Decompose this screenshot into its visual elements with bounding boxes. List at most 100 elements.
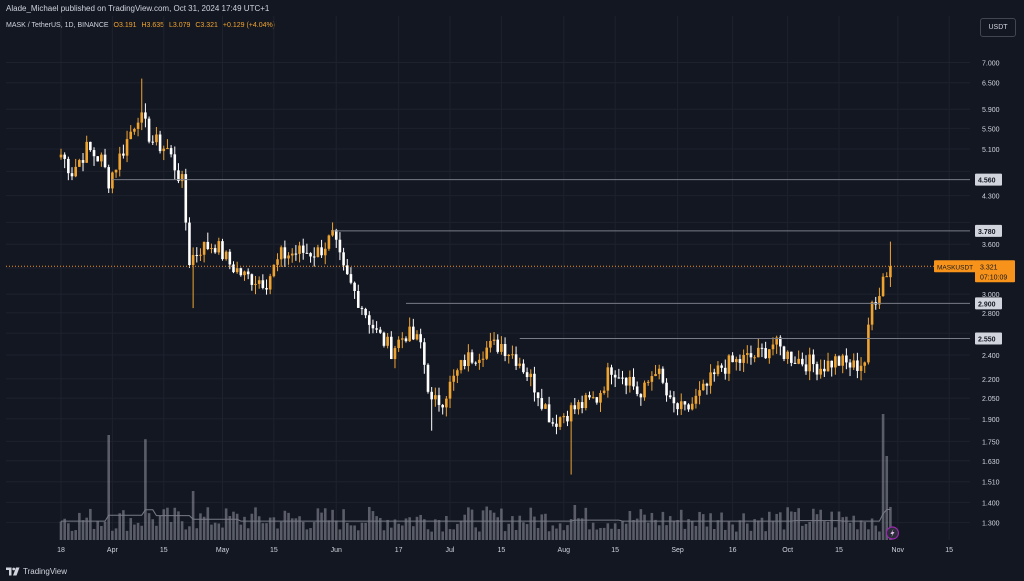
volume-bar — [184, 529, 188, 540]
volume-bar — [474, 527, 478, 540]
volume-bar — [573, 505, 577, 540]
volume-bar — [712, 528, 716, 540]
candle-body — [720, 365, 723, 368]
candle-body — [316, 247, 320, 258]
volume-bar — [716, 520, 720, 540]
volume-bar — [301, 521, 305, 540]
candle-body — [533, 373, 536, 393]
volume-bar — [757, 520, 760, 540]
volume-bar — [180, 521, 184, 540]
candle-body — [430, 391, 433, 400]
volume-bar — [790, 511, 793, 540]
candle-body — [235, 268, 239, 273]
candle-body — [180, 174, 184, 182]
legend-open: O3.191 — [113, 22, 137, 29]
volume-bar — [393, 519, 397, 540]
candle-body — [797, 358, 800, 364]
tradingview-brand[interactable]: TradingView — [6, 567, 67, 576]
volume-bar — [202, 516, 206, 540]
volume-bar — [463, 514, 466, 540]
candle-body — [808, 354, 811, 372]
volume-bar — [624, 523, 628, 540]
candle-body — [569, 405, 573, 422]
currency-button[interactable]: USDT — [980, 18, 1016, 37]
volume-bar — [382, 530, 386, 540]
volume-bar — [812, 508, 815, 540]
volume-bar — [723, 529, 727, 540]
current-price-label: 3.321 — [980, 264, 998, 271]
candle-body — [140, 112, 144, 123]
candle-body — [654, 374, 657, 377]
x-tick-label: Nov — [892, 547, 905, 554]
candle-body — [738, 359, 742, 363]
volume-bar — [415, 516, 419, 540]
candle-body — [378, 329, 382, 333]
candle-body — [683, 401, 687, 405]
volume-bar — [323, 508, 327, 540]
volume-bar — [412, 526, 415, 540]
candle-body — [301, 245, 305, 253]
candle-body — [474, 362, 478, 364]
volume-bar — [613, 523, 617, 540]
y-tick-label: 3.000 — [982, 292, 1000, 299]
brand-label: TradingView — [23, 567, 68, 576]
candle-body — [246, 271, 250, 275]
volume-bar — [588, 529, 591, 540]
candle-body — [624, 377, 628, 386]
candle-body — [206, 241, 210, 249]
candle-body — [349, 274, 353, 283]
volume-bar — [764, 531, 767, 540]
volume-bar — [59, 521, 63, 540]
candle-body — [188, 222, 191, 266]
volume-bar — [92, 528, 96, 540]
level-label-box — [975, 332, 1002, 345]
volume-bar — [404, 518, 408, 540]
candle-body — [848, 362, 852, 368]
candle-body — [144, 112, 147, 119]
legend-symbol[interactable]: MASK / TetherUS, 1D, BINANCE — [6, 22, 109, 29]
candle-body — [679, 401, 683, 410]
volume-bar — [489, 510, 492, 540]
candle-body — [661, 368, 665, 383]
candle-body — [566, 415, 569, 422]
volume-bar — [797, 508, 800, 540]
candle-body — [768, 349, 771, 359]
volume-bar — [522, 522, 525, 540]
legend-high: H3.635 — [141, 22, 165, 29]
candle-body — [584, 395, 588, 409]
candle-body — [426, 364, 430, 392]
volume-bar — [133, 524, 136, 540]
volume-bar — [67, 523, 70, 540]
volume-bar — [312, 522, 316, 540]
candle-body — [323, 248, 327, 256]
candle-body — [580, 402, 584, 409]
volume-bar — [155, 525, 158, 540]
candle-body — [694, 395, 698, 404]
volume-bar — [268, 517, 272, 540]
price-chart[interactable]: 4.560 3.780 2.900 2.550 MASKUSDT 3.321 07:10:0… — [0, 0, 1024, 560]
candle-body — [687, 404, 690, 410]
volume-bar — [261, 523, 265, 540]
y-tick-label: 1.400 — [982, 500, 1000, 507]
volume-bar — [610, 528, 613, 540]
candle-body — [514, 354, 518, 366]
candle-body — [283, 247, 287, 259]
candle-body — [298, 245, 301, 254]
volume-bar — [265, 523, 268, 540]
candle-body — [107, 167, 111, 189]
candle-body — [173, 154, 177, 171]
candle-body — [610, 367, 613, 375]
symbol-tag-box — [934, 260, 976, 273]
volume-bar — [85, 517, 88, 540]
y-tick-label: 1.510 — [982, 480, 1000, 487]
candle-body — [478, 359, 481, 363]
volume-bar — [342, 509, 345, 540]
volume-bar — [889, 506, 892, 540]
candle-body — [701, 383, 705, 391]
volume-bar — [114, 528, 118, 540]
candle-body — [500, 344, 503, 352]
volume-bar — [334, 520, 338, 540]
candle-body — [67, 158, 70, 174]
volume-bar — [254, 507, 257, 540]
level-label-box — [975, 297, 1002, 310]
